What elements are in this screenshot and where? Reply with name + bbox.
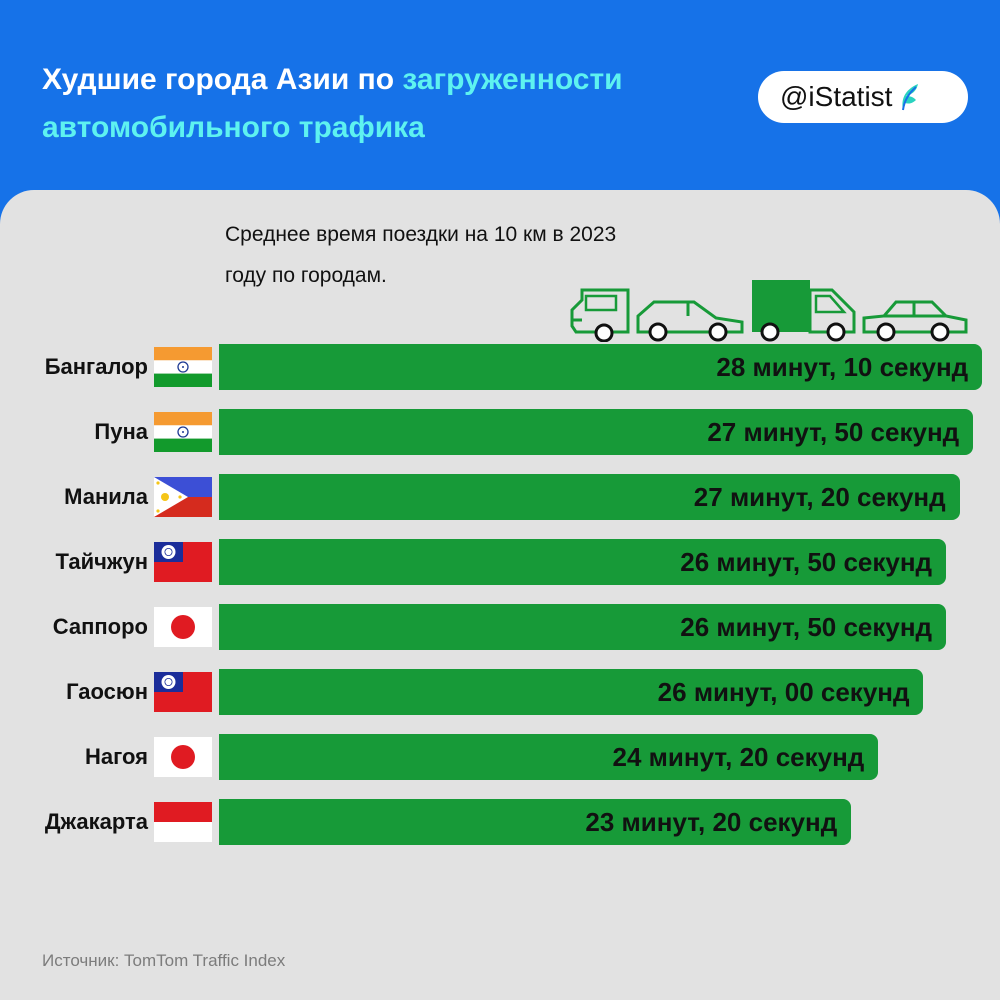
chart-row: Бангалор 28 минут, 10 секунд bbox=[0, 344, 1000, 390]
india-flag-icon bbox=[154, 412, 212, 452]
chart-subtitle: Среднее время поездки на 10 км в 2023 го… bbox=[225, 223, 617, 287]
taiwan-flag-icon bbox=[154, 672, 212, 712]
chart-row: Тайчжун 26 минут, 50 секунд bbox=[0, 539, 1000, 585]
city-label: Нагоя bbox=[85, 744, 148, 769]
chart-row: Пуна 27 минут, 50 секунд bbox=[0, 409, 1000, 455]
chart-bar: 23 минут, 20 секунд bbox=[219, 799, 852, 845]
bar-value-label: 28 минут, 10 секунд bbox=[716, 351, 969, 382]
chart-bar: 26 минут, 50 секунд bbox=[219, 604, 947, 650]
bar-value-label: 26 минут, 50 секунд bbox=[680, 611, 933, 642]
bar-value-label: 26 минут, 50 секунд bbox=[680, 546, 933, 577]
chart-bar: 24 минут, 20 секунд bbox=[219, 734, 879, 780]
car-icon bbox=[636, 300, 744, 342]
city-label: Гаосюн bbox=[66, 679, 148, 704]
chart-row: Манила 27 минут, 20 секунд bbox=[0, 474, 1000, 520]
chart-bar: 27 минут, 50 секунд bbox=[219, 409, 974, 455]
leaf-logo-icon bbox=[902, 84, 919, 111]
title-part1: Худшие города Азии по bbox=[42, 63, 403, 96]
bar-value-label: 27 минут, 50 секунд bbox=[707, 416, 960, 447]
brand-badge: @iStatist bbox=[758, 71, 968, 123]
philippines-flag-icon bbox=[154, 477, 212, 517]
vehicles-illustration bbox=[570, 280, 968, 342]
bar-value-label: 27 минут, 20 секунд bbox=[693, 481, 946, 512]
brand-label: @iStatist bbox=[780, 81, 893, 112]
chart-row: Джакарта 23 минут, 20 секунд bbox=[0, 799, 1000, 845]
taiwan-flag-icon bbox=[154, 542, 212, 582]
bar-value-label: 26 минут, 00 секунд bbox=[657, 676, 910, 707]
city-label: Джакарта bbox=[44, 809, 148, 834]
japan-flag-icon bbox=[154, 607, 212, 647]
indonesia-flag-icon bbox=[154, 802, 212, 842]
chart-row: Нагоя 24 минут, 20 секунд bbox=[0, 734, 1000, 780]
city-label: Саппоро bbox=[52, 614, 148, 639]
city-label: Пуна bbox=[94, 419, 148, 444]
chart-row: Саппоро 26 минут, 50 секунд bbox=[0, 604, 1000, 650]
sedan-icon bbox=[862, 300, 968, 342]
bar-value-label: 24 минут, 20 секунд bbox=[612, 741, 865, 772]
chart-bar: 28 минут, 10 секунд bbox=[219, 344, 983, 390]
city-label: Тайчжун bbox=[55, 549, 148, 574]
truck-icon bbox=[752, 280, 856, 342]
india-flag-icon bbox=[154, 347, 212, 387]
bus-icon bbox=[570, 288, 630, 342]
chart-row: Гаосюн 26 минут, 00 секунд bbox=[0, 669, 1000, 715]
bar-value-label: 23 минут, 20 секунд bbox=[585, 806, 838, 837]
chart-bar: 27 минут, 20 секунд bbox=[219, 474, 960, 520]
city-label: Бангалор bbox=[44, 354, 148, 379]
page-title: Худшие города Азии по загруженности авто… bbox=[42, 56, 742, 152]
chart-bar: 26 минут, 00 секунд bbox=[219, 669, 924, 715]
title-accent: загруженности автомобильного трафика bbox=[42, 63, 623, 144]
chart-bar: 26 минут, 50 секунд bbox=[219, 539, 947, 585]
source-note: Источник: TomTom Traffic Index bbox=[42, 951, 286, 970]
japan-flag-icon bbox=[154, 737, 212, 777]
city-label: Манила bbox=[64, 484, 148, 509]
